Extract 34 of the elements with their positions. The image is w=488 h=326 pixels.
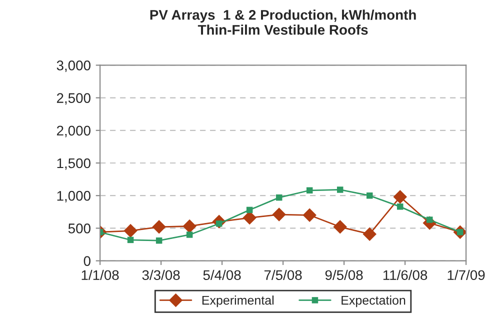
point — [393, 190, 407, 204]
point — [362, 227, 376, 241]
point — [333, 220, 347, 234]
y-tick-label: 1,500 — [57, 158, 90, 170]
x-tick-label: 11/6/08 — [383, 270, 428, 280]
x-tick-label: 3/3/08 — [142, 270, 180, 280]
y-tick-label: 2,000 — [56, 126, 90, 138]
legend-label: Experimental — [202, 296, 274, 308]
y-tick-label: 2,500 — [56, 93, 90, 105]
y-tick-label: 3,000 — [56, 60, 90, 72]
point — [246, 206, 253, 214]
point — [336, 186, 344, 193]
point — [302, 208, 316, 222]
point — [124, 224, 138, 238]
point — [152, 220, 166, 234]
point — [186, 232, 193, 238]
point — [156, 237, 162, 244]
y-tick-label: 1,000 — [57, 190, 90, 202]
point — [396, 204, 404, 210]
point — [276, 194, 282, 201]
y-tick-label: 500 — [68, 224, 90, 234]
y-tick-label: 0 — [84, 256, 90, 266]
x-tick-label: 1/7/09 — [448, 270, 485, 280]
point — [306, 187, 313, 194]
x-tick-label: 7/5/08 — [264, 270, 302, 280]
point — [127, 236, 134, 244]
x-tick-label: 1/1/08 — [82, 270, 119, 280]
x-tick-label: 9/5/08 — [325, 270, 363, 280]
chart-title: PV Arrays 1 & 2 Production, kWh/month Thin-Film Vestibule Roofs — [150, 10, 416, 35]
x-tick-label: 5/4/08 — [203, 270, 241, 280]
point — [366, 192, 373, 199]
legend-label: Expectation — [342, 296, 406, 308]
point — [272, 208, 286, 222]
point — [182, 219, 196, 234]
